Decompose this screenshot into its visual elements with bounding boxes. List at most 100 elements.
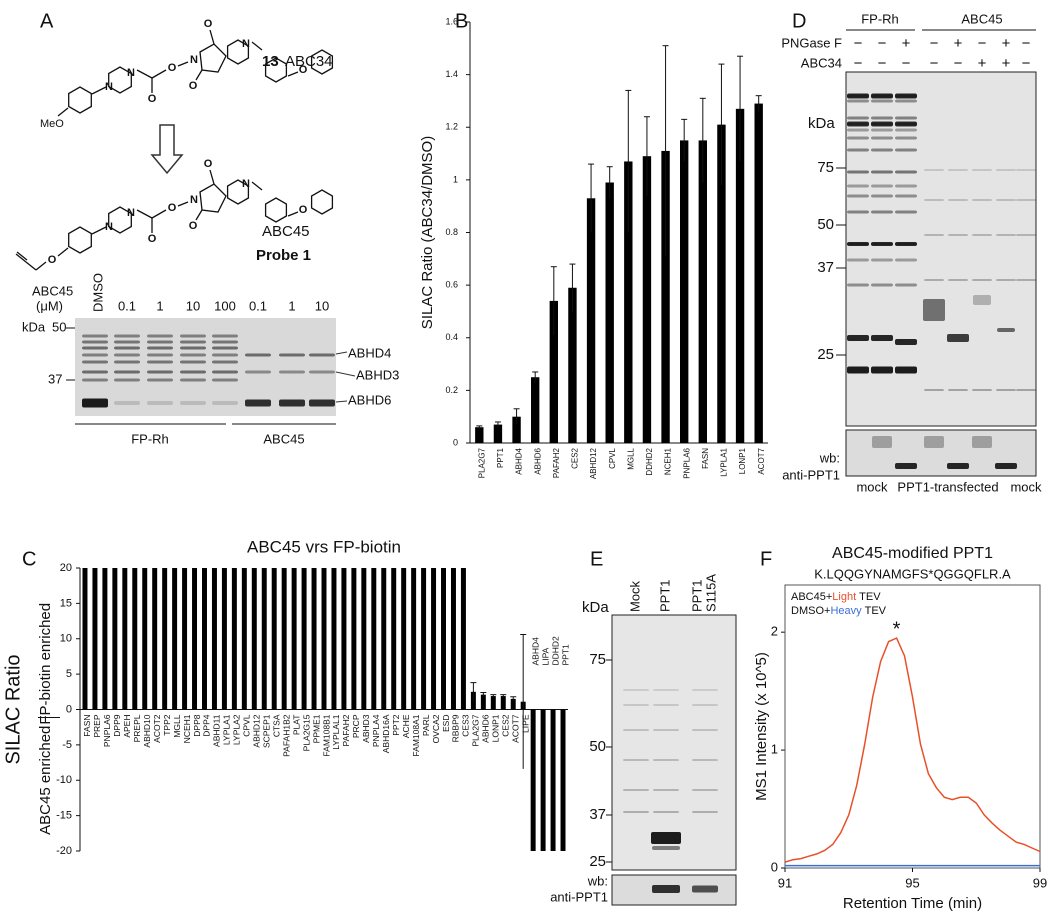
x-tick-label: 91 [778, 875, 792, 890]
atom-label: O [189, 220, 198, 232]
gel-band [871, 184, 893, 188]
gel-band [212, 360, 238, 364]
x-tick-label: SCPEP1 [261, 714, 271, 748]
gel [611, 614, 737, 871]
atom-label: N [242, 178, 250, 190]
x-tick-label: LYPLA2 [232, 714, 242, 745]
gel-band [147, 346, 173, 350]
gel-band [692, 811, 718, 813]
x-tick-label: 95 [905, 875, 919, 890]
bond [251, 181, 263, 191]
gel-band [847, 283, 869, 287]
bar [341, 568, 347, 710]
gel-band [972, 169, 992, 171]
gel-band [114, 334, 140, 338]
x-tick-label: ABHD12 [589, 447, 598, 479]
x-tick-label: PREP [92, 714, 102, 737]
gel-band [1016, 279, 1036, 281]
gel-band [871, 136, 893, 140]
gel-band [895, 339, 917, 345]
gel-band [623, 689, 649, 691]
x-tick-label: PLA2G15 [301, 714, 311, 751]
gel-band [180, 370, 206, 374]
gel-band [180, 378, 206, 382]
bond [251, 41, 263, 51]
gel-band [245, 353, 271, 357]
gel-band [847, 194, 869, 198]
y-axis-label: MS1 Intensity (x 10^5) [753, 652, 770, 801]
band-label: ABHD4 [348, 345, 391, 360]
gel-band [180, 346, 206, 350]
gel-band [623, 759, 649, 761]
gel-band [972, 279, 992, 281]
x-tick-label: OVCA2 [431, 714, 441, 743]
gel-band [82, 398, 108, 408]
y-tick-label: 1 [771, 742, 778, 757]
gel-band [653, 689, 679, 691]
x-tick-label: DPP9 [112, 714, 122, 736]
gel-band [1016, 169, 1036, 171]
atom-label: O [148, 93, 157, 105]
gel-band [972, 234, 992, 236]
atom-label: O [189, 80, 198, 92]
gel-band [82, 378, 108, 382]
bond [209, 29, 215, 45]
band-label: ABHD3 [356, 367, 399, 382]
conc-label: ABC45 [32, 283, 73, 298]
bar [642, 156, 652, 443]
x-tick-label: ABHD3 [361, 714, 371, 743]
panel-label: E [590, 548, 603, 570]
gel-band [895, 148, 917, 152]
ring [68, 226, 92, 254]
ring [68, 86, 92, 114]
gel-band [114, 370, 140, 374]
gel-band [847, 148, 869, 152]
gel-band [114, 360, 140, 364]
bar [540, 709, 546, 851]
bar [192, 568, 198, 710]
gel-band [895, 283, 917, 287]
ring [264, 57, 288, 83]
bar [221, 568, 227, 710]
y-tick-label: -5 [62, 739, 72, 751]
bar [698, 140, 708, 443]
gel-band [652, 846, 680, 850]
gel-band [114, 340, 140, 344]
x-tick-label: PPT1 [560, 644, 570, 666]
bar [460, 568, 466, 710]
bond [91, 226, 107, 235]
bar [172, 568, 178, 710]
x-tick-label: PLA2G7 [477, 447, 486, 478]
compound-name: ABC34 [285, 53, 333, 70]
gel-band [692, 789, 718, 791]
gel-band [871, 210, 893, 214]
bar [301, 568, 307, 710]
plot-frame [784, 584, 1041, 869]
gel-band [212, 346, 238, 350]
gel-band [245, 399, 271, 407]
x-tick-label: ABHD4 [515, 447, 524, 474]
gel-band [180, 360, 206, 364]
panel-label: B [455, 10, 468, 32]
gel-band [871, 283, 893, 287]
gel-band [895, 93, 917, 99]
gel-band [996, 199, 1016, 201]
bar [421, 568, 427, 710]
x-tick-label: FAM108B1 [321, 714, 331, 756]
lane-label: 10 [315, 298, 329, 313]
sign: − [978, 35, 987, 52]
gel-band [972, 199, 992, 201]
bar [735, 108, 745, 444]
y-tick-label: 0.4 [445, 332, 458, 342]
x-tick-label: LONP1 [738, 447, 747, 474]
y-tick-label: -20 [56, 845, 72, 857]
antibody-label: anti-PPT1 [782, 467, 840, 482]
gel-band [847, 99, 869, 103]
gel-band [692, 759, 718, 761]
gel-band [895, 194, 917, 198]
gel-band [895, 121, 917, 127]
gel-band [871, 366, 893, 374]
x-tick-label: PREPL [132, 714, 142, 742]
y-tick-label: -10 [56, 774, 72, 786]
marker-label: 25 [589, 853, 606, 870]
